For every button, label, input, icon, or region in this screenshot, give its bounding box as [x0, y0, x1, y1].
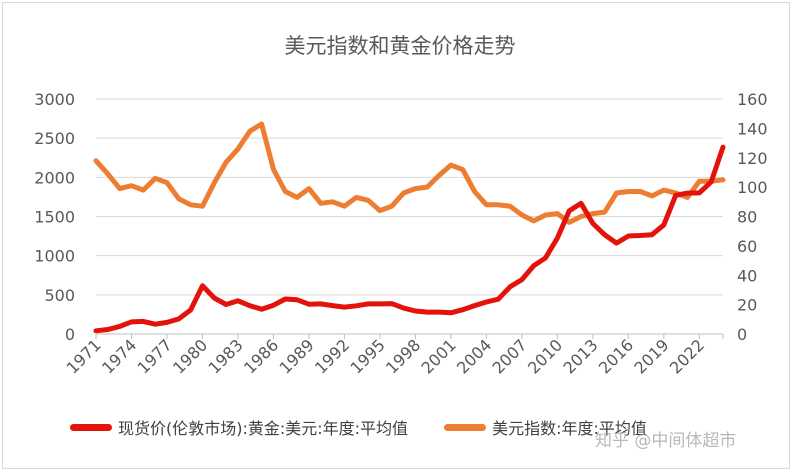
left-axis-tick-label: 500 — [44, 286, 75, 305]
x-axis-tick-label: 1977 — [134, 335, 176, 377]
x-axis-tick-label: 1998 — [382, 335, 424, 377]
right-axis-tick-label: 0 — [737, 325, 747, 344]
left-axis-tick-label: 2500 — [34, 129, 75, 148]
x-axis-tick-label: 2016 — [595, 335, 637, 377]
right-axis-tick-label: 20 — [737, 296, 757, 315]
x-axis-tick-label: 2013 — [559, 335, 601, 377]
x-axis-tick-label: 2007 — [488, 335, 530, 377]
legend-item-gold: 现货价(伦敦市场):黄金:美元:年度:平均值 — [70, 415, 408, 439]
right-axis-tick-label: 40 — [737, 266, 757, 285]
legend: 现货价(伦敦市场):黄金:美元:年度:平均值 美元指数:年度:平均值 — [70, 415, 683, 439]
x-axis-tick-label: 1989 — [276, 335, 318, 377]
left-axis-tick-label: 0 — [65, 325, 75, 344]
right-axis-tick-label: 60 — [737, 237, 757, 256]
right-axis-tick-label: 160 — [737, 90, 768, 109]
watermark: 知乎 @中间体超市 — [595, 431, 737, 451]
x-axis-tick-label: 1995 — [347, 335, 389, 377]
left-axis-tick-label: 1500 — [34, 208, 75, 227]
legend-item-dxy: 美元指数:年度:平均值 — [444, 415, 647, 439]
x-axis-tick-label: 1983 — [205, 335, 247, 377]
legend-swatch-gold — [70, 423, 112, 431]
x-axis-tick-label: 2004 — [453, 335, 495, 377]
left-axis-tick-label: 2000 — [34, 168, 75, 187]
x-axis-tick-label: 1986 — [240, 335, 282, 377]
right-axis-tick-label: 80 — [737, 208, 757, 227]
legend-label-dxy: 美元指数:年度:平均值 — [492, 419, 647, 438]
right-axis-tick-label: 100 — [737, 178, 768, 197]
chart-title: 美元指数和黄金价格走势 — [284, 34, 516, 58]
series-line-dxy — [93, 121, 726, 225]
x-axis-tick-label: 2010 — [524, 335, 566, 377]
chart-frame — [2, 2, 790, 469]
right-axis-tick-label: 120 — [737, 149, 768, 168]
x-axis-tick-label: 1974 — [98, 335, 140, 377]
left-axis-tick-label: 3000 — [34, 90, 75, 109]
x-axis-tick-label: 1992 — [311, 335, 353, 377]
x-axis-tick-label: 2001 — [418, 335, 460, 377]
series-line-gold — [93, 144, 726, 334]
legend-label-gold: 现货价(伦敦市场):黄金:美元:年度:平均值 — [118, 419, 409, 438]
right-axis-tick-label: 140 — [737, 119, 768, 138]
legend-swatch-dxy — [444, 423, 487, 431]
x-axis-tick-label: 1980 — [169, 335, 211, 377]
left-axis-tick-label: 1000 — [34, 247, 75, 266]
x-axis-tick-label: 2022 — [666, 335, 708, 377]
x-axis-tick-label: 2019 — [630, 335, 672, 377]
